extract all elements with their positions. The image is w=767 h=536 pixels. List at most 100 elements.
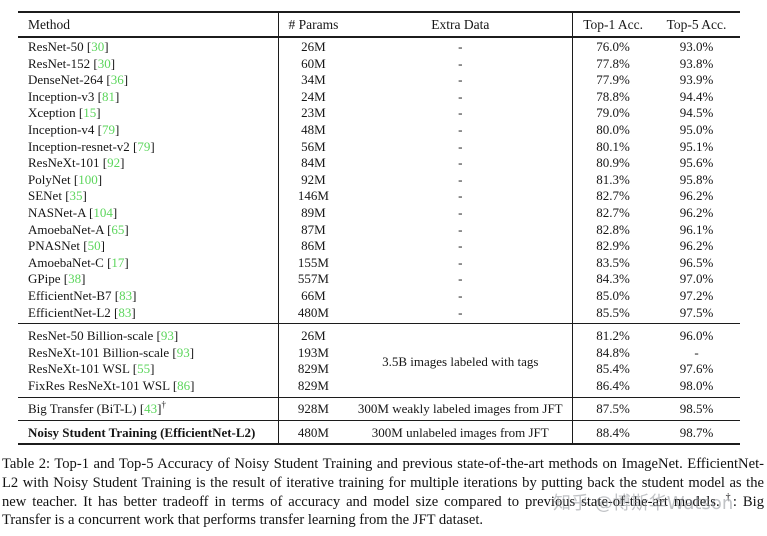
top5-acc-cell: 93.0% — [679, 39, 714, 54]
method-name: ResNet-50 Billion-scale — [28, 327, 154, 343]
top1-acc-cell: 87.5% — [572, 396, 653, 421]
col-header-top5-acc: Top-5 Acc. — [652, 12, 740, 39]
citation-number: 30 — [91, 39, 105, 54]
method-cell: ResNeXt-101 WSL [55] — [18, 360, 279, 378]
method-cell: Big Transfer (BiT-L) [43]† — [18, 396, 279, 421]
method-cell: FixRes ResNeXt-101 WSL [86] — [18, 377, 279, 398]
params-cell: 24M — [301, 88, 326, 104]
method-cell: ResNeXt-101 Billion-scale [93] — [18, 343, 279, 361]
top5-acc-cell: 97.5% — [679, 304, 714, 320]
params-cell: 23M — [301, 105, 326, 121]
top1-acc-cell: 82.8% — [596, 221, 630, 237]
top1-acc-cell: 83.5% — [596, 254, 630, 270]
top5-acc-cell: 95.6% — [679, 155, 714, 171]
extra-data-cell: - — [348, 104, 574, 122]
method-name: Big Transfer (BiT-L) — [28, 401, 137, 417]
citation-number: 79 — [137, 138, 151, 154]
extra-data-cell: - — [348, 88, 574, 105]
top1-acc-cell: 81.2% — [572, 323, 653, 344]
table-row: SENet [35] 146M - 82.7% 96.2% — [18, 187, 740, 205]
method-cell: ResNet-152 [30] — [18, 55, 279, 72]
method-cell: GPipe [38] — [18, 270, 279, 288]
method-cell: SENet [35] — [18, 187, 279, 205]
method-cell: Inception-v4 [79] — [18, 121, 279, 138]
extra-data-cell: - — [348, 187, 574, 205]
citation-number: 15 — [83, 105, 97, 121]
top1-acc-cell: 84.3% — [596, 271, 630, 287]
table-caption: Table 2: Top-1 and Top-5 Accuracy of Noi… — [2, 455, 764, 530]
top5-acc-cell: 93.8% — [679, 55, 714, 71]
table-row: Inception-resnet-v2 [79] 56M - 80.1% 95.1% — [18, 137, 740, 155]
citation-number: 38 — [68, 271, 82, 287]
method-name: AmoebaNet-C — [28, 254, 104, 270]
extra-data-cell: - — [348, 71, 574, 89]
citation-number: 36 — [110, 72, 124, 88]
method-cell: AmoebaNet-C [17] — [18, 254, 279, 271]
method-name: DenseNet-264 — [28, 72, 104, 88]
results-table-container: Method # Params Extra Data Top-1 Acc. To… — [18, 11, 740, 446]
top1-acc-cell: 78.8% — [596, 88, 630, 104]
top1-acc-cell: 85.0% — [596, 287, 630, 303]
top1-acc-cell: 81.3% — [596, 171, 630, 187]
top1-acc-cell: 77.9% — [596, 72, 630, 88]
params-cell: 557M — [297, 271, 329, 287]
params-cell: 86M — [301, 238, 326, 254]
top5-acc-cell: 97.6% — [679, 361, 714, 377]
top1-acc-cell: 79.0% — [596, 105, 630, 121]
params-cell: 928M — [278, 396, 349, 421]
extra-data-cell: - — [348, 270, 574, 288]
method-cell: Inception-v3 [81] — [18, 88, 279, 105]
top5-acc-cell: 98.7% — [652, 420, 740, 445]
header-row: Method # Params Extra Data Top-1 Acc. To… — [18, 12, 740, 39]
citation-number: 43 — [144, 401, 158, 417]
method-cell: AmoebaNet-A [65] — [18, 220, 279, 238]
top5-acc-cell: 94.5% — [679, 105, 714, 121]
params-cell: 60M — [301, 55, 326, 71]
table-row: ResNeXt-101 WSL [55] 829M 85.4% 97.6% — [18, 360, 740, 378]
method-name: ResNeXt-101 — [28, 155, 100, 171]
table-row: Inception-v4 [79] 48M - 80.0% 95.0% — [18, 121, 740, 138]
table-row: EfficientNet-B7 [83] 66M - 85.0% 97.2% — [18, 287, 740, 304]
method-name: Noisy Student Training (EfficientNet-L2) — [28, 424, 256, 440]
citation-number: 79 — [102, 121, 116, 137]
method-name: Inception-v4 — [28, 121, 95, 137]
top1-acc-cell: 77.8% — [596, 55, 630, 71]
extra-data-cell: - — [348, 204, 574, 221]
top5-acc-cell: 96.1% — [679, 221, 714, 237]
params-cell: 34M — [301, 72, 326, 88]
method-name: NASNet-A — [28, 204, 86, 220]
col-header-extra-data: Extra Data — [348, 12, 574, 39]
top5-acc-cell: 98.5% — [652, 396, 740, 421]
extra-data-cell: - — [348, 254, 574, 271]
top5-acc-cell: - — [694, 344, 699, 360]
top5-acc-cell: 97.0% — [679, 271, 714, 287]
citation-number: 30 — [97, 55, 111, 71]
citation-number: 93 — [176, 344, 190, 360]
caption-text: Table 2: Top-1 and Top-5 Accuracy of Noi… — [2, 456, 764, 510]
dagger-symbol: † — [725, 491, 733, 503]
citation-number: 104 — [93, 204, 113, 220]
top1-acc-cell: 85.4% — [596, 361, 630, 377]
citation-number: 55 — [137, 361, 151, 377]
top5-acc-cell: 96.0% — [652, 323, 740, 344]
table-row: Inception-v3 [81] 24M - 78.8% 94.4% — [18, 88, 740, 105]
dagger-symbol: † — [161, 399, 167, 410]
table-row: FixRes ResNeXt-101 WSL [86] 829M 86.4% 98.0… — [18, 377, 740, 398]
extra-data-cell: - — [348, 220, 574, 238]
table-row: ResNet-50 Billion-scale [93] 26M 3.5B imag… — [18, 323, 740, 398]
params-cell: 829M — [297, 377, 329, 393]
extra-data-cell: - — [348, 121, 574, 138]
top5-acc-cell: 94.4% — [679, 88, 714, 104]
top1-acc-cell: 82.7% — [596, 188, 630, 204]
table-row: AmoebaNet-A [65] 87M - 82.8% 96.1% — [18, 220, 740, 238]
top5-acc-cell: 98.0% — [679, 377, 714, 393]
table-row: EfficientNet-L2 [83] 480M - 85.5% 97.5% — [18, 303, 740, 324]
extra-data-cell: 300M weakly labeled images from JFT — [348, 396, 574, 421]
extra-data-cell: - — [348, 55, 574, 72]
params-cell: 193M — [297, 344, 329, 360]
top5-acc-cell: 93.9% — [679, 72, 714, 88]
results-table: Method # Params Extra Data Top-1 Acc. To… — [18, 11, 740, 446]
method-name: ResNet-152 — [28, 55, 91, 71]
citation-number: 93 — [160, 327, 174, 343]
table-body: ResNet-50 [30] 26M -76.0% 93.0% ResNet-152 [… — [18, 37, 740, 445]
